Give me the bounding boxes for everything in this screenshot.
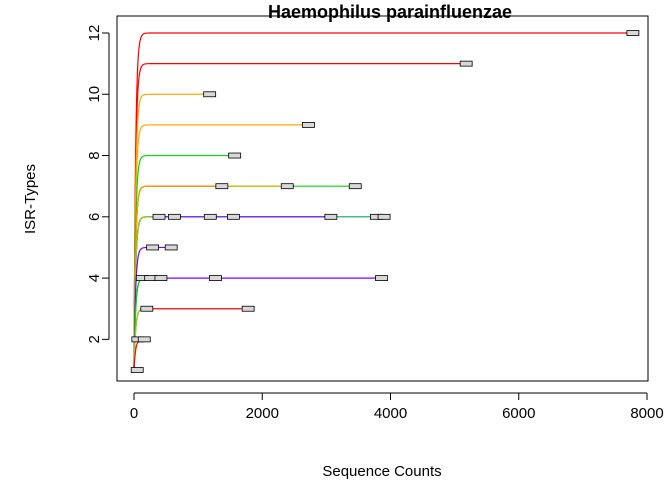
- count-marker: [302, 122, 315, 128]
- x-axis-label: Sequence Counts: [322, 463, 441, 480]
- x-axis: 0 2000 4000 6000 8000: [130, 392, 664, 422]
- count-marker: [164, 244, 178, 251]
- x-tick-label: 4000: [374, 405, 407, 422]
- series-curve-4: [133, 124, 309, 371]
- count-marker: [152, 213, 166, 220]
- count-marker: [348, 183, 362, 190]
- x-tick-label: 0: [130, 405, 138, 422]
- plot-area-frame: [116, 15, 649, 382]
- count-marker: [228, 152, 242, 159]
- series-curve-5: [133, 154, 235, 371]
- count-marker: [377, 213, 391, 220]
- chart-title: Haemophilus parainfluenzae: [268, 2, 512, 22]
- series-curve-8: [133, 185, 288, 371]
- y-axis: 2 4 6 8 10 12: [86, 25, 110, 344]
- count-marker: [280, 183, 294, 190]
- count-marker: [140, 305, 154, 312]
- y-tick-label: 2: [86, 335, 103, 343]
- count-marker: [137, 336, 151, 343]
- series-curve-9: [133, 216, 385, 371]
- count-marker: [209, 275, 222, 281]
- count-markers-layer: [130, 30, 640, 373]
- count-marker: [626, 30, 640, 36]
- y-tick-label: 10: [86, 86, 103, 103]
- count-marker: [324, 213, 338, 220]
- x-tick-label: 8000: [630, 405, 663, 422]
- series-curve-10: [133, 216, 331, 371]
- count-marker: [154, 275, 168, 281]
- series-curve-1: [133, 32, 633, 371]
- x-tick-label: 2000: [246, 405, 279, 422]
- count-marker: [203, 91, 217, 98]
- count-marker: [130, 367, 144, 373]
- series-curve-15: [133, 308, 249, 371]
- series-curve-13: [133, 277, 382, 371]
- x-tick-label: 6000: [502, 405, 535, 422]
- count-marker: [459, 60, 473, 67]
- series-curve-3: [133, 93, 210, 371]
- series-curve-14: [133, 277, 161, 370]
- y-tick-label: 6: [86, 213, 103, 221]
- count-marker: [215, 183, 229, 190]
- count-marker: [375, 275, 388, 281]
- curves-layer: [133, 32, 633, 371]
- series-curve-2: [133, 63, 467, 371]
- count-marker: [203, 213, 217, 220]
- count-marker: [241, 305, 255, 312]
- count-marker: [167, 213, 181, 220]
- y-axis-label: ISR-Types: [22, 164, 39, 234]
- count-marker: [226, 213, 240, 220]
- series-curve-17: [133, 338, 145, 371]
- y-tick-label: 4: [86, 274, 103, 282]
- series-curve-11: [133, 216, 160, 370]
- y-tick-label: 12: [86, 25, 103, 42]
- count-marker: [146, 244, 159, 251]
- y-tick-label: 8: [86, 151, 103, 159]
